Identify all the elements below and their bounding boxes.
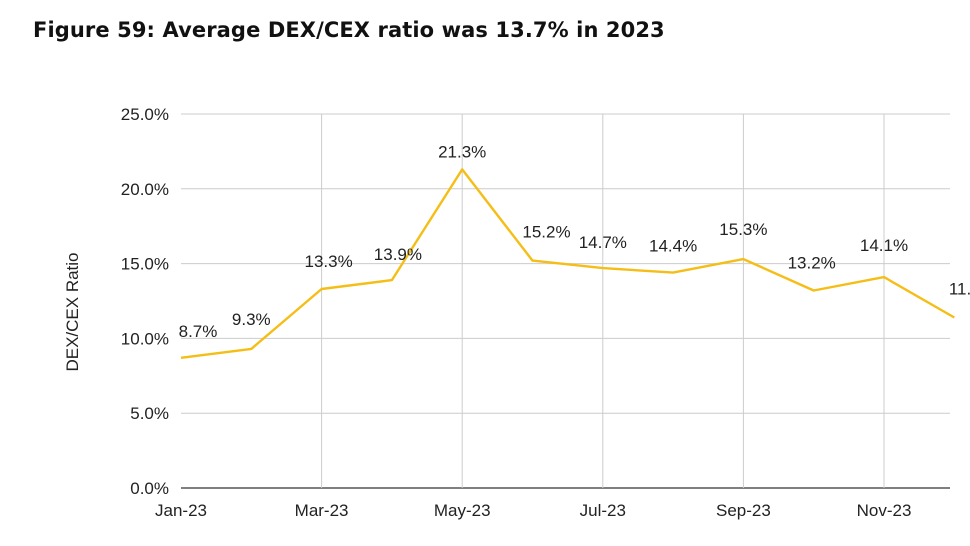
data-label: 13.3% xyxy=(304,252,352,271)
data-label: 9.3% xyxy=(232,310,271,329)
series-line-dex-cex-ratio xyxy=(180,168,955,359)
data-labels: 8.7% 9.3% 13.3% 13.9% 21.3% 15.2% 14.7% 14.4% 15… xyxy=(179,142,970,340)
x-tick-label: Jul-23 xyxy=(580,501,626,520)
x-tick-label: Mar-23 xyxy=(295,501,349,520)
data-label: 14.4% xyxy=(649,237,697,256)
y-tick-label: 10.0% xyxy=(121,329,169,348)
x-tick-label: Sep-23 xyxy=(716,501,771,520)
y-tick-label: 0.0% xyxy=(130,479,169,498)
data-label: 15.3% xyxy=(719,220,767,239)
data-label: 8.7% xyxy=(179,322,218,341)
data-label: 13.2% xyxy=(788,254,836,273)
x-tick-label: May-23 xyxy=(434,501,491,520)
data-label: 21.3% xyxy=(438,142,486,161)
y-tick-label: 20.0% xyxy=(121,180,169,199)
y-axis-label: DEX/CEX Ratio xyxy=(63,252,82,371)
y-tick-label: 5.0% xyxy=(130,404,169,423)
x-axis-ticks: Jan-23 Mar-23 May-23 Jul-23 Sep-23 Nov-23 xyxy=(155,501,911,520)
data-label: 13.9% xyxy=(374,245,422,264)
y-tick-label: 25.0% xyxy=(121,105,169,124)
data-label: 14.1% xyxy=(860,236,908,255)
x-tick-label: Nov-23 xyxy=(857,501,912,520)
gridlines xyxy=(181,113,950,489)
data-label: 11.4% xyxy=(949,279,970,298)
series-layer xyxy=(180,168,955,359)
figure-title: Figure 59: Average DEX/CEX ratio was 13.… xyxy=(33,18,665,42)
x-tick-label: Jan-23 xyxy=(155,501,207,520)
data-label: 14.7% xyxy=(579,233,627,252)
y-tick-label: 15.0% xyxy=(121,255,169,274)
y-axis-ticks: 0.0% 5.0% 10.0% 15.0% 20.0% 25.0% xyxy=(121,105,169,498)
data-label: 15.2% xyxy=(522,223,570,242)
